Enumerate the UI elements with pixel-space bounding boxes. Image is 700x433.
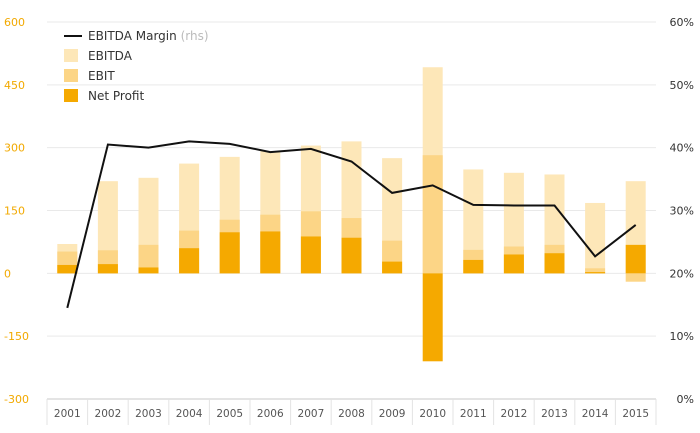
- y2-tick-label: 30%: [670, 205, 694, 218]
- legend: EBITDA Margin (rhs) EBITDA EBIT Net Prof…: [64, 29, 209, 103]
- x-tick-label-2015: 2015: [622, 408, 649, 420]
- y2-tick-label: 40%: [670, 142, 694, 155]
- line-group: [66, 140, 637, 309]
- legend-line-label: EBITDA Margin (rhs): [88, 29, 209, 43]
- x-tick-label-2006: 2006: [257, 408, 284, 420]
- x-tick-label-2010: 2010: [419, 408, 446, 420]
- bar-net-profit-2002: [97, 264, 118, 274]
- bar-net-profit-2007: [300, 236, 321, 274]
- bar-net-profit-2008: [341, 237, 362, 274]
- bars-group: [57, 67, 646, 362]
- x-tick-label-2014: 2014: [582, 408, 609, 420]
- y-tick-label: 150: [4, 205, 25, 218]
- bar-ebitda-2014: [585, 202, 606, 274]
- y-tick-label: 300: [4, 142, 25, 155]
- y2-tick-label: 50%: [670, 79, 694, 92]
- axes-group: 600 450 300 150 0 -150 -300 60% 50% 40% 30% 20% 10% 0…: [4, 16, 694, 420]
- y2-tick-label: 10%: [670, 330, 694, 343]
- x-tick-label-2001: 2001: [54, 408, 81, 420]
- x-tick-label-2004: 2004: [176, 408, 203, 420]
- y-tick-label: -150: [4, 330, 29, 343]
- bar-net-profit-2001: [57, 264, 78, 274]
- legend-ebitda-swatch: [64, 49, 78, 62]
- x-tick-label-2009: 2009: [379, 408, 406, 420]
- bar-ebit-2014: [585, 268, 606, 274]
- bar-ebitda-2011: [463, 169, 484, 274]
- bar-net-profit-2012: [503, 254, 524, 274]
- legend-net-profit-swatch: [64, 89, 78, 102]
- y-tick-label: -300: [4, 393, 29, 406]
- y2-tick-label: 20%: [670, 267, 694, 280]
- bar-net-profit-2011: [463, 259, 484, 274]
- bar-net-profit-2009: [382, 261, 403, 274]
- bar-net-profit-2004: [179, 248, 200, 274]
- legend-net-profit-label: Net Profit: [88, 89, 144, 103]
- bar-ebit-2010: [422, 155, 443, 274]
- legend-ebit-swatch: [64, 69, 78, 82]
- x-tick-label-2003: 2003: [135, 408, 162, 420]
- bar-ebit-2015: [625, 273, 646, 282]
- legend-ebitda-label: EBITDA: [88, 49, 133, 63]
- x-tick-label-2013: 2013: [541, 408, 568, 420]
- bar-net-profit-2005: [219, 232, 240, 274]
- bar-ebit-2003: [138, 244, 159, 274]
- x-tick-label-2002: 2002: [95, 408, 122, 420]
- y-tick-label: 450: [4, 79, 25, 92]
- x-tick-label-2011: 2011: [460, 408, 487, 420]
- bar-net-profit-2010: [422, 273, 443, 362]
- bar-net-profit-2003: [138, 267, 159, 274]
- x-tick-label-2007: 2007: [298, 408, 325, 420]
- bar-net-profit-2015: [625, 244, 646, 274]
- bar-net-profit-2014: [585, 272, 606, 274]
- x-tick-label-2008: 2008: [338, 408, 365, 420]
- x-tick-label-2012: 2012: [501, 408, 528, 420]
- y-tick-label: 600: [4, 16, 25, 29]
- bar-net-profit-2006: [260, 231, 281, 274]
- legend-ebit-label: EBIT: [88, 69, 115, 83]
- bar-net-profit-2013: [544, 253, 565, 274]
- y2-tick-label: 0%: [677, 393, 694, 406]
- y-tick-label: 0: [4, 267, 11, 280]
- y2-tick-label: 60%: [670, 16, 694, 29]
- x-tick-label-2005: 2005: [216, 408, 243, 420]
